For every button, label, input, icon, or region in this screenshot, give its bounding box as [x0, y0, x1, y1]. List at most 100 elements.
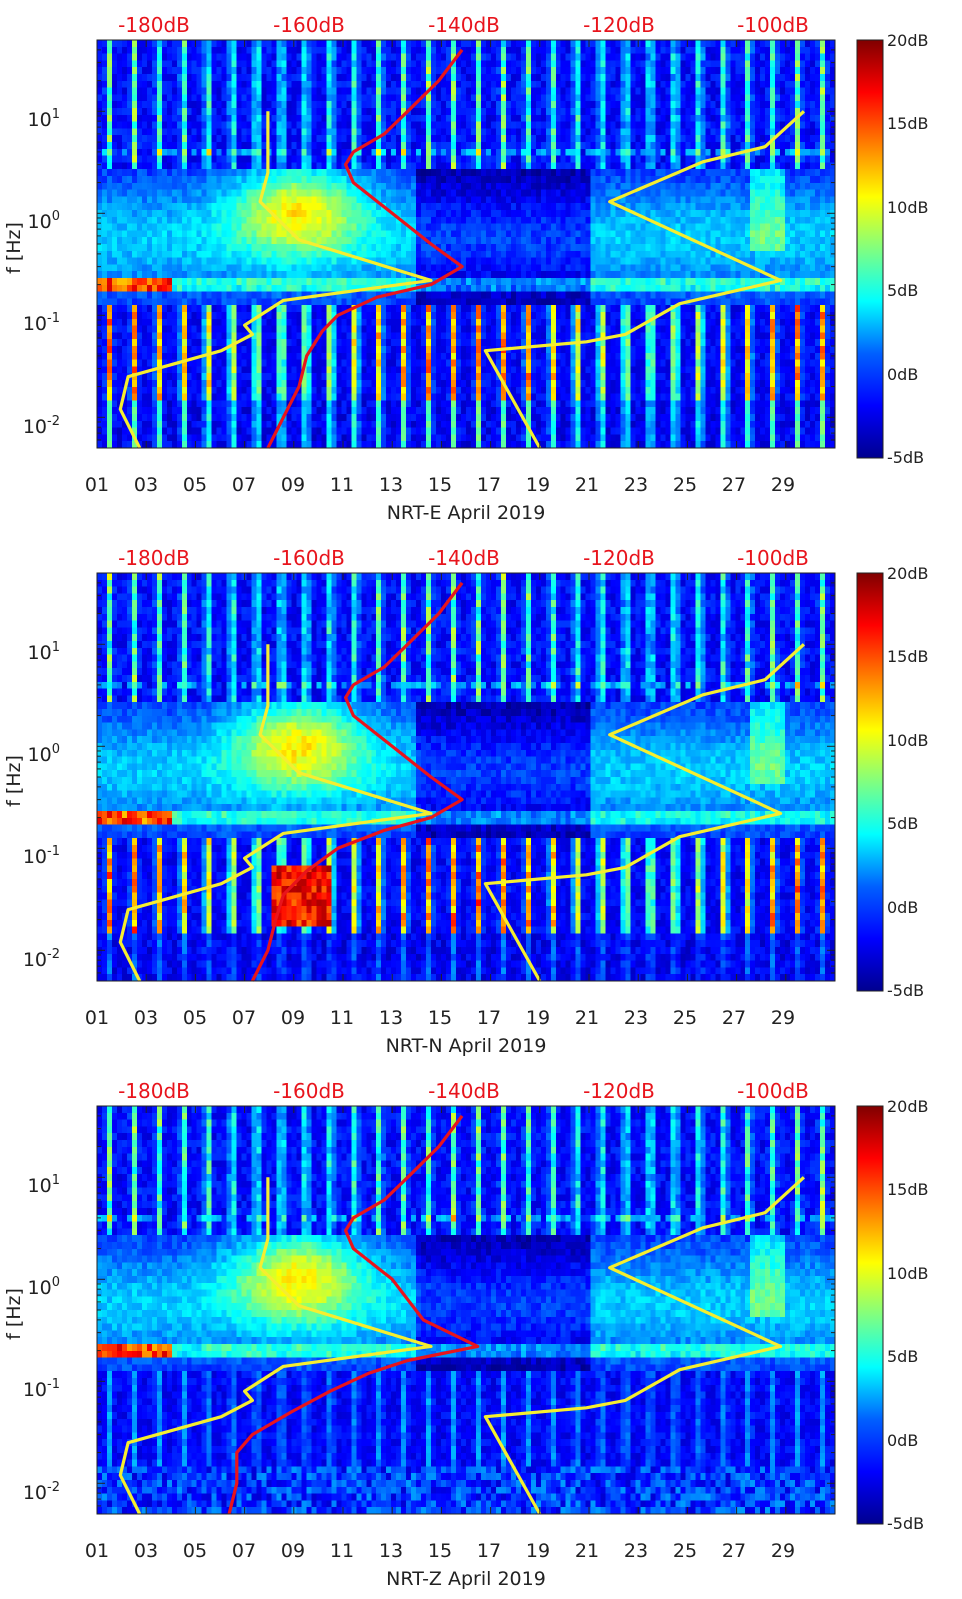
spectrogram-cell [97, 360, 103, 367]
spectrogram-cell [222, 271, 228, 278]
spectrogram-cell [217, 285, 223, 292]
spectrogram-cell [222, 183, 228, 190]
spectrogram-cell [147, 434, 153, 441]
spectrogram-cell [137, 244, 143, 251]
spectrogram-cell [137, 387, 143, 394]
spectrogram-cell [167, 217, 173, 224]
spectrogram-cell [147, 407, 153, 414]
spectrogram-cell [167, 176, 173, 183]
spectrogram-cell [192, 217, 198, 224]
spectrogram-cell [207, 237, 213, 244]
spectrogram-cell [222, 115, 228, 122]
spectrogram-cell [182, 258, 188, 265]
spectrogram-cell [202, 441, 208, 448]
spectrogram-cell [112, 210, 118, 217]
spectrogram-cell [197, 339, 203, 346]
spectrogram-cell [207, 169, 213, 176]
spectrogram-cell [102, 217, 108, 224]
spectrogram-cell [167, 312, 173, 319]
x-tick-label: 21 [575, 1540, 599, 1562]
spectrogram-cell [222, 196, 228, 203]
spectrogram-cell [132, 190, 138, 197]
spectrogram-cell [132, 237, 138, 244]
spectrogram-cell [177, 278, 183, 285]
spectrogram-cell [152, 224, 158, 231]
spectrogram-cell [222, 74, 228, 81]
colorbar: 20dB 15dB 10dB 5dB 0dB -5dB [857, 31, 929, 467]
spectrogram-cell [197, 230, 203, 237]
spectrogram-cell [122, 149, 128, 156]
spectrogram-cell [187, 421, 193, 428]
spectrogram-cell [147, 339, 153, 346]
spectrogram-cell [137, 258, 143, 265]
spectrogram-cell [197, 366, 203, 373]
spectrogram-cell [97, 332, 103, 339]
spectrogram-cell [147, 441, 153, 448]
spectrogram-cell [137, 142, 143, 149]
spectrogram-cell [207, 244, 213, 251]
spectrogram-cell [147, 251, 153, 258]
spectrogram-cell [207, 441, 213, 448]
spectrogram-cell [222, 210, 228, 217]
spectrogram-cell [117, 360, 123, 367]
spectrogram-cell [102, 258, 108, 265]
spectrogram-cell [142, 360, 148, 367]
spectrogram-cell [147, 94, 153, 101]
spectrogram-cell [132, 305, 138, 312]
spectrogram-cell [147, 312, 153, 319]
spectrogram-cell [107, 373, 113, 380]
spectrogram-cell [207, 101, 213, 108]
spectrogram-cell [192, 67, 198, 74]
spectrogram-cell [102, 183, 108, 190]
spectrogram-cell [182, 387, 188, 394]
spectrogram-cell [167, 162, 173, 169]
spectrogram-cell [202, 67, 208, 74]
spectrogram-cell [147, 305, 153, 312]
spectrogram-cell [137, 292, 143, 299]
spectrogram-cell [152, 305, 158, 312]
spectrogram-cell [182, 224, 188, 231]
spectrogram-cell [142, 149, 148, 156]
spectrogram-cell [162, 441, 168, 448]
spectrogram-cell [147, 414, 153, 421]
spectrogram-cell [107, 319, 113, 326]
x-tick-label: 23 [624, 1540, 648, 1562]
spectrogram-cell [117, 312, 123, 319]
spectrogram-cell [212, 407, 218, 414]
spectrogram-cell [192, 394, 198, 401]
spectrogram-cell [117, 319, 123, 326]
spectrogram-cell [192, 244, 198, 251]
spectrogram-cell [157, 169, 163, 176]
spectrogram-cell [192, 162, 198, 169]
x-tick-label: 03 [134, 474, 158, 496]
spectrogram-cell [172, 353, 178, 360]
spectrogram-cell [117, 428, 123, 435]
spectrogram-cell [97, 88, 103, 95]
spectrogram-cell [117, 149, 123, 156]
spectrogram-cell [137, 421, 143, 428]
spectrogram-cell [182, 264, 188, 271]
spectrogram-cell [167, 244, 173, 251]
spectrogram-cell [202, 190, 208, 197]
colorbar-label: 5dB [887, 814, 918, 833]
spectrogram-cell [152, 373, 158, 380]
spectrogram-cell [127, 414, 133, 421]
spectrogram-cell [132, 244, 138, 251]
colorbar-label: 0dB [887, 898, 918, 917]
spectrogram-cell [117, 74, 123, 81]
spectrogram-cell [162, 400, 168, 407]
spectrogram-cell [207, 162, 213, 169]
spectrogram-cell [142, 115, 148, 122]
spectrogram-cell [137, 285, 143, 292]
spectrogram-cell [212, 394, 218, 401]
spectrogram-cell [157, 305, 163, 312]
spectrogram-cell [117, 101, 123, 108]
spectrogram-cell [107, 149, 113, 156]
spectrogram-cell [157, 156, 163, 163]
spectrogram-cell [187, 278, 193, 285]
spectrogram-cell [137, 203, 143, 210]
x-tick-label: 25 [673, 1007, 697, 1029]
spectrogram-cell [162, 60, 168, 67]
spectrogram-cell [152, 278, 158, 285]
spectrogram-cell [137, 264, 143, 271]
